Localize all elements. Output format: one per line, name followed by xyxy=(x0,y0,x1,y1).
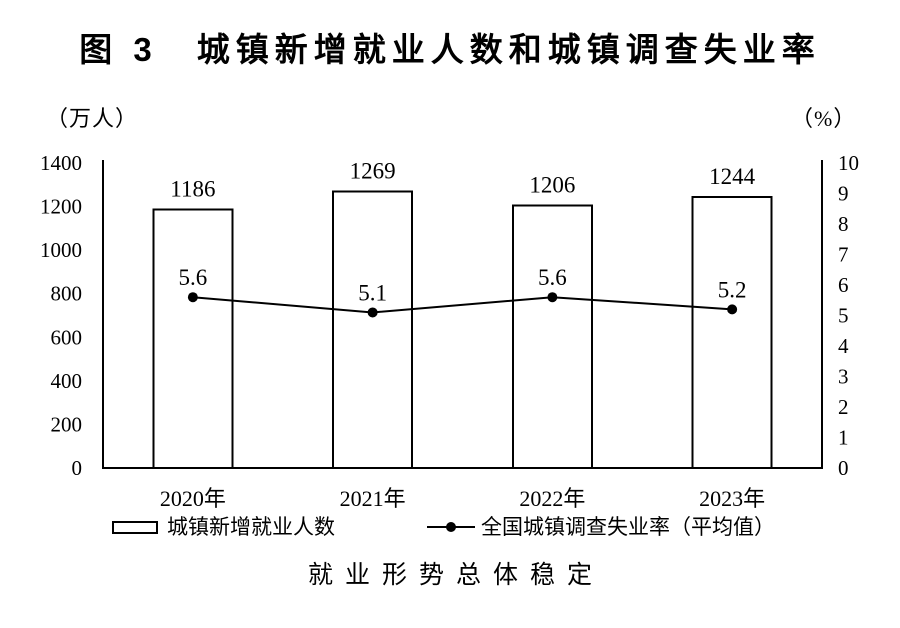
bar-2022年 xyxy=(511,204,593,469)
line-marker-2022年 xyxy=(547,292,558,303)
left-axis-tick-0: 0 xyxy=(72,456,83,480)
left-axis-tick-1200: 1200 xyxy=(40,195,82,219)
line-series-swatch-icon xyxy=(427,522,475,532)
x-axis-label-2020年: 2020年 xyxy=(160,486,226,511)
line-marker-2021年 xyxy=(367,307,378,318)
left-axis-tick-200: 200 xyxy=(51,412,83,436)
bar-value-label-2020年: 1186 xyxy=(170,177,215,202)
right-axis-tick-8: 8 xyxy=(838,212,849,236)
x-axis-label-2023年: 2023年 xyxy=(699,486,765,511)
line-value-label-2021年: 5.1 xyxy=(358,280,387,305)
line-value-label-2020年: 5.6 xyxy=(179,265,208,290)
legend-bars-label: 城镇新增就业人数 xyxy=(167,515,335,539)
right-axis-tick-9: 9 xyxy=(838,182,849,206)
bar-2021年 xyxy=(332,190,414,470)
line-value-label-2022年: 5.6 xyxy=(538,265,567,290)
right-axis-tick-7: 7 xyxy=(838,243,849,267)
right-axis-tick-2: 2 xyxy=(838,395,849,419)
x-axis-label-2021年: 2021年 xyxy=(340,486,406,511)
unemployment-rate-line xyxy=(192,296,733,314)
right-axis-unit-label: （%） xyxy=(791,106,857,131)
chart-title: 图 3 城镇新增就业人数和城镇调查失业率 xyxy=(79,31,821,68)
left-axis-tick-400: 400 xyxy=(51,369,83,393)
left-axis-tick-800: 800 xyxy=(51,282,83,306)
chart-caption: 就业形势总体稳定 xyxy=(307,562,604,589)
bar-value-label-2021年: 1269 xyxy=(350,159,396,184)
legend-line-label: 全国城镇调查失业率（平均值） xyxy=(481,515,775,539)
right-axis-tick-5: 5 xyxy=(838,304,849,328)
right-axis-tick-6: 6 xyxy=(838,273,849,297)
legend-item-bars: 城镇新增就业人数 xyxy=(112,515,335,539)
left-axis-tick-600: 600 xyxy=(51,325,83,349)
left-axis-unit-label: （万人） xyxy=(46,106,139,131)
right-axis-tick-3: 3 xyxy=(838,365,849,389)
bar-series-swatch-icon xyxy=(112,520,158,534)
right-axis-tick-1: 1 xyxy=(838,426,849,450)
bar-2020年 xyxy=(152,208,234,469)
bar-value-label-2022年: 1206 xyxy=(529,172,575,197)
line-value-label-2023年: 5.2 xyxy=(718,277,747,302)
line-marker-2020年 xyxy=(187,292,198,303)
legend-item-line: 全国城镇调查失业率（平均值） xyxy=(427,515,775,539)
right-axis-tick-0: 0 xyxy=(838,456,849,480)
left-axis-tick-1400: 1400 xyxy=(40,151,82,175)
right-axis-tick-10: 10 xyxy=(838,151,859,175)
x-axis-label-2022年: 2022年 xyxy=(519,486,585,511)
line-marker-2023年 xyxy=(727,304,738,315)
right-axis-tick-4: 4 xyxy=(838,334,849,358)
left-axis-tick-1000: 1000 xyxy=(40,238,82,262)
bar-2023年 xyxy=(691,195,773,469)
bar-value-label-2023年: 1244 xyxy=(709,164,756,189)
